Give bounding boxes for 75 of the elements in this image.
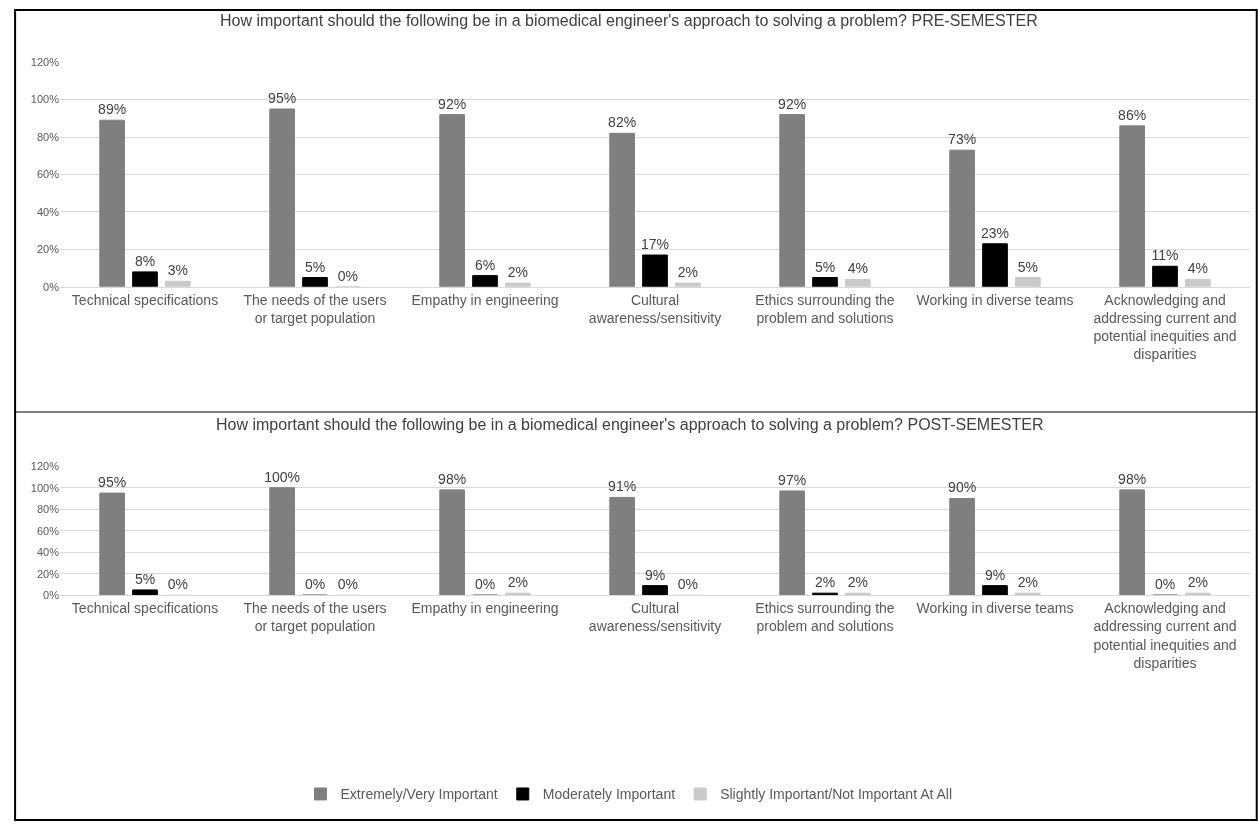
data-label: 0% bbox=[677, 576, 698, 593]
y-tick-label: 100% bbox=[30, 93, 60, 106]
data-label: 100% bbox=[264, 468, 301, 485]
data-label: 5% bbox=[304, 258, 326, 275]
data-label: 92% bbox=[778, 95, 807, 112]
data-label: 95% bbox=[268, 89, 297, 106]
x-tick-label: Empathy in engineering bbox=[411, 600, 559, 617]
y-tick-label: 80% bbox=[36, 503, 60, 516]
data-label: 98% bbox=[438, 470, 467, 487]
x-tick-label: Ethics surrounding the problem and solutions bbox=[755, 291, 895, 326]
data-label: 6% bbox=[474, 256, 496, 273]
x-tick-label: Acknowledging and addressing current and potential inequities and disparities bbox=[1093, 291, 1237, 363]
y-tick-label: 20% bbox=[36, 243, 60, 256]
data-label: 23% bbox=[980, 224, 1010, 241]
y-tick-label: 20% bbox=[36, 567, 60, 580]
y-tick-label: 80% bbox=[36, 130, 60, 143]
chart-title: How important should the following be in a biomedical engineer's approach to solving a problem? POST-SEMESTER bbox=[216, 416, 1044, 433]
chart-title: How important should the following be in a biomedical engineer's approach to solving a problem? PRE-SEMESTER bbox=[220, 12, 1038, 29]
data-label: 11% bbox=[1151, 247, 1179, 264]
data-label: 86% bbox=[1118, 106, 1147, 123]
data-label: 89% bbox=[98, 101, 127, 118]
data-label: 2% bbox=[1017, 574, 1038, 591]
y-tick-label: 100% bbox=[30, 481, 60, 494]
y-tick-label: 120% bbox=[30, 460, 60, 473]
data-label: 5% bbox=[814, 258, 836, 275]
data-label: 97% bbox=[778, 471, 807, 488]
y-tick-label: 0% bbox=[43, 589, 60, 602]
x-tick-label: Technical specifications bbox=[71, 291, 219, 308]
data-label: 8% bbox=[134, 252, 156, 269]
data-label: 5% bbox=[134, 570, 156, 587]
data-label: 0% bbox=[337, 576, 358, 593]
x-tick-label: Working in diverse teams bbox=[916, 291, 1074, 308]
data-label: 0% bbox=[304, 576, 326, 593]
y-tick-label: 40% bbox=[36, 546, 60, 559]
x-tick-label: Cultural awareness/sensitivity bbox=[588, 600, 722, 635]
data-label: 5% bbox=[1017, 258, 1038, 275]
legend-label: Slightly Important/Not Important At All bbox=[720, 786, 953, 803]
y-tick-label: 60% bbox=[36, 168, 60, 181]
legend-label: Moderately Important bbox=[542, 786, 676, 803]
data-label: 3% bbox=[167, 262, 188, 279]
data-label: 73% bbox=[948, 131, 977, 148]
data-label: 2% bbox=[507, 574, 528, 591]
data-label: 9% bbox=[984, 566, 1006, 583]
data-label: 0% bbox=[167, 576, 188, 593]
data-label: 95% bbox=[98, 474, 127, 491]
data-label: 9% bbox=[644, 566, 666, 583]
data-label: 91% bbox=[608, 478, 637, 495]
data-label: 4% bbox=[847, 260, 868, 277]
x-tick-label: Working in diverse teams bbox=[916, 600, 1074, 617]
data-label: 0% bbox=[474, 576, 496, 593]
x-tick-label: The needs of the users or target population bbox=[243, 600, 387, 635]
x-tick-label: The needs of the users or target population bbox=[243, 291, 387, 326]
y-tick-label: 0% bbox=[43, 280, 60, 293]
x-tick-label: Empathy in engineering bbox=[411, 291, 559, 308]
x-tick-label: Ethics surrounding the problem and solutions bbox=[755, 600, 895, 635]
data-label: 4% bbox=[1187, 260, 1208, 277]
data-label: 90% bbox=[948, 479, 977, 496]
y-tick-label: 40% bbox=[36, 205, 60, 218]
legend-label: Extremely/Very Important bbox=[340, 786, 498, 803]
x-tick-label: Technical specifications bbox=[71, 600, 219, 617]
data-label: 98% bbox=[1118, 470, 1147, 487]
x-tick-label: Acknowledging and addressing current and potential inequities and disparities bbox=[1093, 600, 1237, 671]
data-label: 82% bbox=[608, 114, 637, 131]
data-label: 17% bbox=[640, 236, 670, 253]
y-tick-label: 60% bbox=[36, 524, 60, 537]
data-label: 2% bbox=[814, 574, 836, 591]
y-tick-label: 120% bbox=[30, 56, 60, 69]
data-label: 0% bbox=[337, 267, 358, 284]
x-tick-label: Cultural awareness/sensitivity bbox=[588, 291, 722, 326]
data-label: 0% bbox=[1154, 576, 1176, 593]
data-label: 2% bbox=[1187, 574, 1208, 591]
data-label: 2% bbox=[847, 574, 868, 591]
data-label: 2% bbox=[677, 264, 698, 281]
data-label: 92% bbox=[438, 95, 467, 112]
data-label: 2% bbox=[507, 264, 528, 281]
